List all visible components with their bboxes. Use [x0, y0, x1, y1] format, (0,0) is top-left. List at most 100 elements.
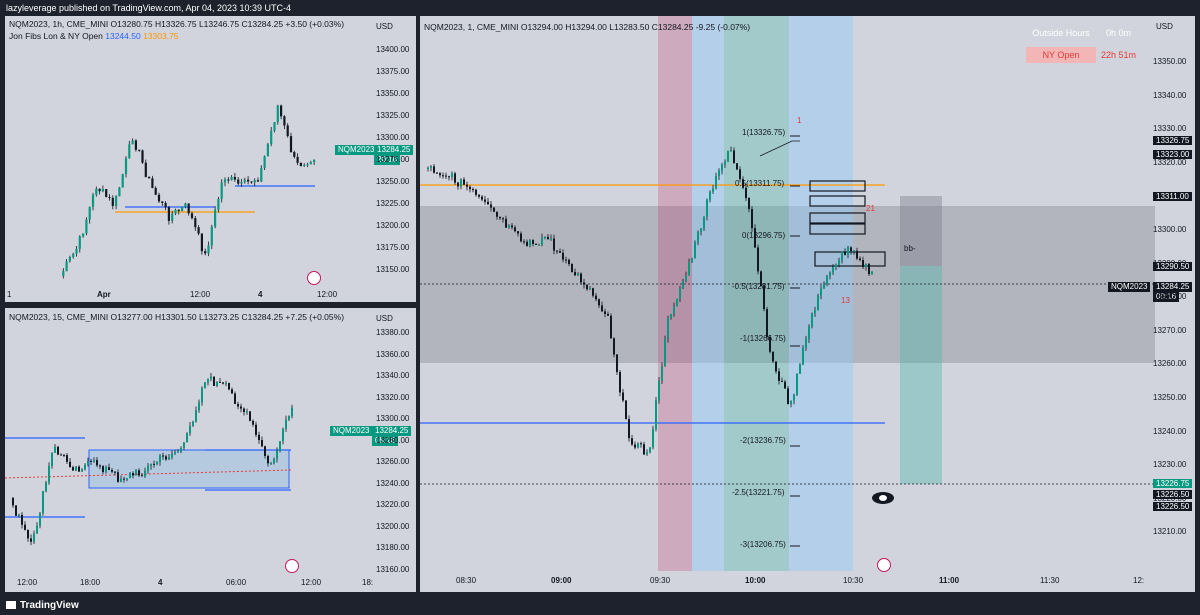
candle-body — [466, 184, 468, 187]
candle-body — [101, 189, 104, 192]
candle-body — [96, 459, 98, 466]
candle-body — [640, 443, 642, 445]
y-tick-label: 13240.00 — [376, 478, 410, 488]
candle-body — [217, 198, 220, 210]
candle-body — [144, 470, 146, 477]
candle-body — [120, 478, 122, 482]
x-tick-label: 09:00 — [551, 576, 572, 585]
candle-body — [739, 169, 741, 180]
candle-body — [126, 478, 128, 480]
candle-body — [565, 259, 567, 261]
candle-body — [303, 165, 306, 167]
indicator-value-2: 13303.75 — [143, 31, 179, 41]
candle-body — [108, 196, 111, 198]
candle-body — [201, 387, 203, 403]
candle-body — [556, 250, 558, 252]
chart-canvas-1h[interactable] — [5, 16, 416, 302]
candle-body — [24, 524, 26, 530]
candle-body — [171, 453, 173, 458]
y-tick-label: 13200.00 — [376, 521, 410, 531]
candle-body — [802, 347, 804, 365]
candle-body — [78, 236, 81, 249]
range-box — [88, 449, 290, 489]
y-tick-label: 13175.00 — [376, 243, 410, 252]
candle-body — [697, 231, 699, 243]
chart-annotation: 13 — [841, 296, 850, 305]
candle-body — [255, 424, 257, 435]
candle-body — [237, 403, 239, 407]
chart-canvas-15m[interactable] — [5, 308, 416, 592]
candle-body — [296, 156, 299, 163]
lightning-icon[interactable] — [285, 559, 299, 573]
candle-body — [652, 429, 654, 448]
candle-body — [526, 241, 528, 246]
order-block — [814, 251, 886, 267]
candle-body — [108, 467, 110, 470]
candle-body — [622, 392, 624, 401]
candle-body — [580, 273, 582, 283]
candle-body — [222, 382, 224, 384]
candle-body — [655, 400, 657, 430]
candle-body — [544, 236, 546, 238]
candle-body — [72, 253, 75, 258]
chart-pane-1h[interactable]: NQM2023, 1h, CME_MINI O13280.75 H13326.7… — [5, 16, 416, 302]
candle-body — [81, 469, 83, 472]
candle-body — [51, 452, 53, 467]
chart-pane-1m[interactable]: NQM2023, 1, CME_MINI O13294.00 H13294.00… — [420, 16, 1195, 592]
candle-body — [138, 470, 140, 476]
candle-body — [523, 241, 525, 243]
candle-body — [463, 179, 465, 185]
candle-body — [619, 372, 621, 393]
candle-body — [54, 446, 56, 453]
lightning-icon[interactable] — [307, 271, 321, 285]
candle-body — [210, 376, 212, 379]
candle-body — [676, 298, 678, 307]
candle-body — [601, 305, 603, 312]
eye-icon[interactable] — [872, 492, 894, 504]
ny-open-label: NY Open — [1026, 47, 1096, 63]
candle-body — [535, 243, 537, 245]
candle-body — [748, 198, 750, 210]
chart-canvas-1m[interactable] — [420, 16, 1195, 592]
candle-body — [598, 299, 600, 306]
candle-body — [460, 179, 462, 187]
candle-body — [85, 219, 88, 234]
candle-body — [859, 258, 861, 261]
candle-body — [237, 179, 240, 184]
candle-body — [147, 465, 149, 471]
candle-body — [736, 163, 738, 170]
candle-body — [814, 310, 816, 313]
outside-hours-label: Outside Hours — [1032, 28, 1090, 38]
candle-body — [243, 408, 245, 413]
candle-body — [30, 538, 32, 542]
candle-body — [805, 339, 807, 348]
candle-body — [682, 281, 684, 289]
candle-body — [700, 228, 702, 232]
candle-body — [448, 176, 450, 178]
x-tick-label: 12:00 — [317, 290, 338, 299]
candle-body — [634, 444, 636, 448]
y-tick-label: 13350.00 — [376, 89, 410, 98]
candle-body — [273, 458, 275, 464]
candle-body — [75, 466, 77, 471]
candle-body — [227, 179, 230, 181]
lightning-icon[interactable] — [877, 558, 891, 572]
candle-body — [124, 158, 128, 175]
candle-body — [118, 187, 121, 197]
candle-body — [541, 237, 543, 245]
y-tick-label: 13240.00 — [1153, 426, 1187, 436]
candle-body — [826, 275, 828, 285]
x-tick-label: 4 — [258, 290, 263, 299]
indicator-legend-1h: Jon Fibs Lon & NY Open 13244.50 13303.75 — [9, 31, 179, 41]
chart-pane-15m[interactable]: NQM2023, 15, CME_MINI O13277.00 H13301.5… — [5, 308, 416, 592]
candle-body — [499, 216, 501, 219]
candle-body — [835, 264, 837, 268]
candle-body — [78, 466, 80, 472]
x-tick-label: 11:00 — [939, 576, 960, 585]
candle-body — [223, 179, 227, 183]
candle-body — [207, 245, 210, 254]
candle-body — [66, 455, 68, 462]
candle-body — [775, 361, 777, 372]
candle-body — [508, 225, 510, 228]
tradingview-logo[interactable]: TradingView — [6, 600, 79, 611]
